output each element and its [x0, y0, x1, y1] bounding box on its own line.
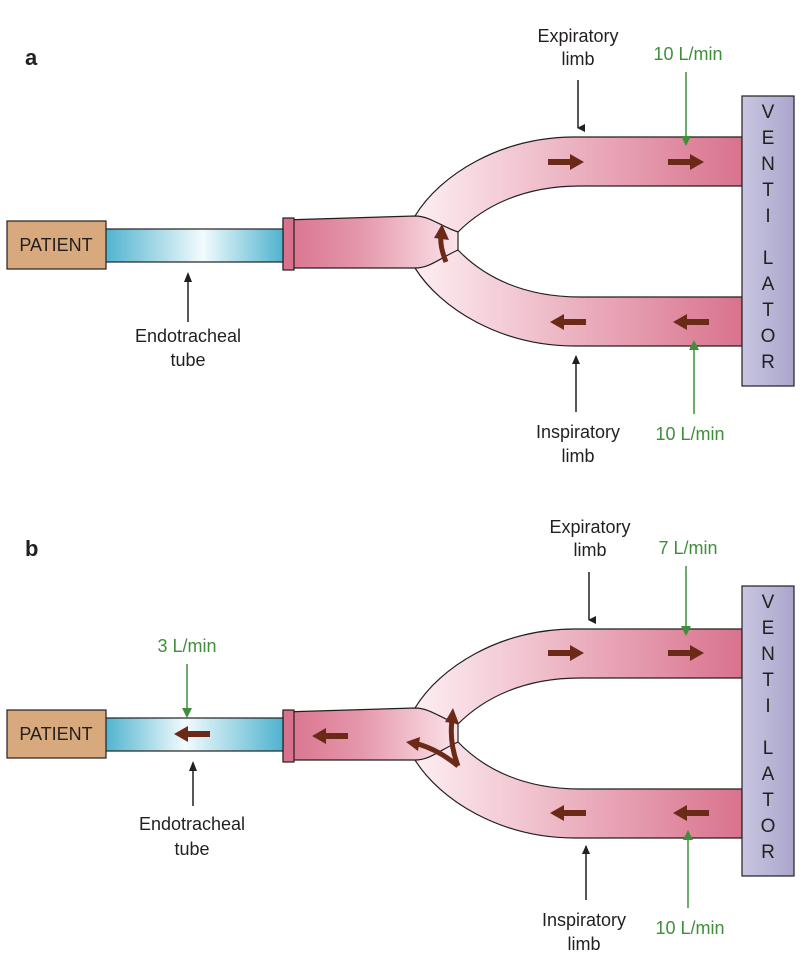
pointer-arrowhead	[572, 355, 580, 364]
flow-arrow-left	[673, 314, 709, 330]
flow-arrow-right	[548, 154, 584, 170]
inspiratory-flow-label: 10 L/min	[655, 340, 725, 444]
flow-arrow-curved	[434, 224, 449, 263]
inspiratory-limb-tube	[414, 249, 743, 347]
label-line: Inspiratory	[536, 422, 620, 442]
y-circuit	[282, 628, 743, 839]
ventilator-letter: A	[762, 274, 775, 295]
flow-value: 10 L/min	[655, 424, 724, 444]
endotracheal-tube-label: Endotracheal tube	[135, 272, 241, 370]
flow-arrows	[434, 154, 709, 330]
flow-arrow-split	[406, 708, 461, 768]
y-piece	[282, 707, 459, 761]
ventilator-box: V E N T I L A T O R	[741, 95, 795, 387]
expiratory-limb-tube	[414, 136, 743, 233]
ventilator-letter: T	[762, 670, 774, 691]
ventilator-letter: O	[761, 816, 776, 837]
ventilator-letter: N	[761, 154, 775, 175]
flow-arrows	[174, 645, 709, 821]
expiratory-limb-label: Expiratory limb	[537, 26, 619, 132]
pointer-arrowhead	[189, 761, 197, 771]
ventilator-letter: N	[761, 644, 775, 665]
pointer-arrowhead	[689, 340, 699, 350]
flow-arrow-left	[312, 728, 348, 744]
ventilator-letter: V	[762, 102, 775, 123]
label-line: Expiratory	[537, 26, 618, 46]
label-line: tube	[174, 839, 209, 859]
patient-label: PATIENT	[19, 724, 92, 744]
ventilator-letter: A	[762, 764, 775, 785]
label-line: Expiratory	[549, 517, 630, 537]
inspiratory-flow-label: 10 L/min	[655, 830, 725, 938]
patient-box: PATIENT	[6, 709, 107, 759]
ventilator-letter: E	[762, 128, 775, 149]
pointer-arrowhead	[582, 845, 590, 854]
pointer-arrowhead	[683, 830, 693, 840]
label-line: limb	[567, 934, 600, 954]
ventilator-letter: L	[763, 248, 774, 269]
pointer-arrowhead	[184, 272, 192, 282]
y-circuit	[282, 136, 743, 347]
flow-arrow-right	[668, 645, 704, 661]
pointer-arrowhead	[681, 136, 691, 146]
ventilator-letter: I	[765, 696, 770, 717]
panel-letter: a	[25, 45, 38, 70]
panel-a: a PATIENT V E N T I L A T O R	[6, 26, 795, 466]
label-line: Endotracheal	[135, 326, 241, 346]
patient-flow-label: 3 L/min	[157, 636, 217, 718]
y-piece	[282, 215, 459, 269]
ventilator-letter: R	[761, 352, 775, 373]
ventilator-letter: R	[761, 842, 775, 863]
endotracheal-tube	[104, 228, 284, 263]
patient-label: PATIENT	[19, 235, 92, 255]
label-line: limb	[573, 540, 606, 560]
y-piece-connector	[282, 709, 295, 763]
inspiratory-limb-label: Inspiratory limb	[536, 355, 620, 466]
ventilator-box: V E N T I L A T O R	[741, 585, 795, 877]
patient-box: PATIENT	[6, 220, 107, 270]
flow-arrow-left	[550, 805, 586, 821]
ventilator-letter: L	[763, 738, 774, 759]
ventilator-letter: I	[765, 206, 770, 227]
flow-arrow-left	[673, 805, 709, 821]
label-line: Inspiratory	[542, 910, 626, 930]
ventilator-letter: O	[761, 326, 776, 347]
ventilator-letter: V	[762, 592, 775, 613]
flow-arrow-left	[550, 314, 586, 330]
pointer-arrowhead	[182, 708, 192, 718]
label-line: limb	[561, 446, 594, 466]
inspiratory-limb-label: Inspiratory limb	[542, 845, 626, 954]
flow-arrow-right	[548, 645, 584, 661]
y-piece-connector	[282, 217, 295, 271]
flow-arrow-left	[174, 726, 210, 742]
flow-value: 10 L/min	[653, 44, 722, 64]
label-line: tube	[170, 350, 205, 370]
ventilator-letter: T	[762, 180, 774, 201]
inspiratory-limb-tube	[414, 741, 743, 839]
panel-letter: b	[25, 536, 38, 561]
panel-b: b PATIENT V E N T I L A T O R	[6, 517, 795, 954]
flow-arrow-right	[668, 154, 704, 170]
ventilator-letter: T	[762, 300, 774, 321]
ventilator-letter: T	[762, 790, 774, 811]
ventilator-letter: E	[762, 618, 775, 639]
label-line: limb	[561, 49, 594, 69]
expiratory-flow-label: 10 L/min	[653, 44, 723, 146]
pointer-arrowhead	[681, 626, 691, 636]
expiratory-limb-label: Expiratory limb	[549, 517, 631, 624]
endotracheal-tube-label: Endotracheal tube	[139, 761, 245, 859]
flow-value: 7 L/min	[658, 538, 717, 558]
expiratory-flow-label: 7 L/min	[658, 538, 718, 636]
label-line: Endotracheal	[139, 814, 245, 834]
flow-value: 10 L/min	[655, 918, 724, 938]
flow-value: 3 L/min	[157, 636, 216, 656]
expiratory-limb-tube	[414, 628, 743, 725]
